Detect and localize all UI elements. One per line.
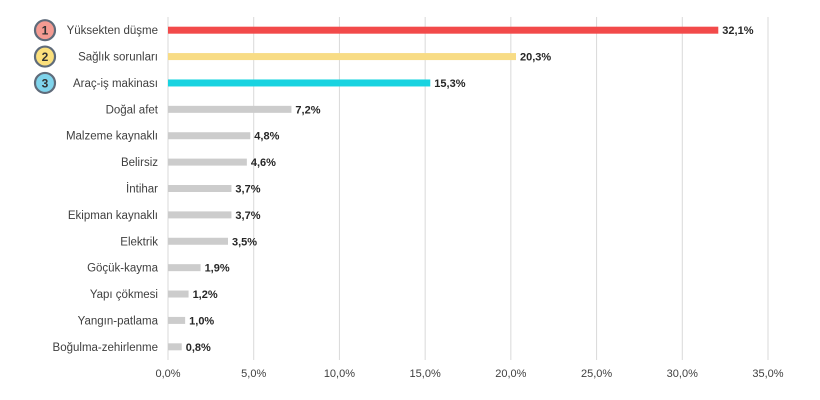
category-label: Yüksekten düşme [67,25,158,37]
rank-number: 1 [42,24,49,38]
value-label: 1,9% [205,263,230,275]
x-tick-label: 30,0% [667,368,698,380]
x-axis-tick-labels: 0,0% 5,0% 10,0% 15,0% 20,0% 25,0% 30,0% 35,0% [155,368,783,380]
category-label: Doğal afet [106,104,159,116]
category-label: Boğulma-zehirlenme [53,342,158,354]
x-tick-label: 0,0% [155,368,180,380]
bar [168,343,182,351]
value-label: 4,8% [254,131,279,143]
x-tick-label: 15,0% [410,368,441,380]
bars [168,26,719,351]
value-label: 7,2% [295,104,320,116]
bar [168,237,228,245]
value-label: 4,6% [251,157,276,169]
rank-number: 3 [42,76,49,90]
x-tick-label: 35,0% [752,368,783,380]
x-tick-label: 10,0% [324,368,355,380]
category-label: Araç-iş makinası [73,78,158,90]
category-label: İntihar [126,183,158,196]
rank-badges: 1 2 3 [33,19,57,95]
category-labels: Yüksekten düşme Sağlık sorunları Araç-iş m… [53,25,159,354]
category-label: Ekipman kaynaklı [68,210,158,222]
bar [168,264,201,272]
value-label: 3,5% [232,236,257,248]
bar [168,26,719,34]
x-tick-label: 5,0% [241,368,266,380]
x-tick-label: 25,0% [581,368,612,380]
category-label: Belirsiz [121,157,158,169]
value-label: 20,3% [520,52,551,64]
bar [168,290,189,298]
gridlines [167,17,769,360]
bar [168,53,516,61]
value-labels: 32,1% 20,3% 15,3% 7,2% 4,8% 4,6% 3,7% 3,7% 3,5% 1… [186,25,754,354]
category-label: Yangın-patlama [78,315,159,327]
value-label: 0,8% [186,342,211,354]
value-label: 32,1% [722,25,753,37]
category-label: Malzeme kaynaklı [66,131,158,143]
value-label: 1,0% [189,315,214,327]
category-label: Sağlık sorunları [78,52,158,64]
bar [168,185,232,192]
category-label: Yapı çökmesi [90,289,158,301]
category-label: Elektrik [120,236,158,248]
rank-badge [33,71,57,95]
bar [168,316,186,324]
rank-badge [33,19,57,42]
value-label: 3,7% [235,210,260,222]
value-label: 3,7% [235,184,260,196]
value-label: 15,3% [434,78,465,90]
bar [168,211,232,219]
bar [168,79,431,87]
category-label: Göçük-kayma [87,263,159,275]
rank-badge [33,45,57,68]
value-label: 1,2% [193,289,218,301]
bar [168,105,292,113]
x-tick-label: 20,0% [495,368,526,380]
rank-number: 2 [42,50,49,64]
bar [168,132,251,140]
bar [168,158,247,166]
